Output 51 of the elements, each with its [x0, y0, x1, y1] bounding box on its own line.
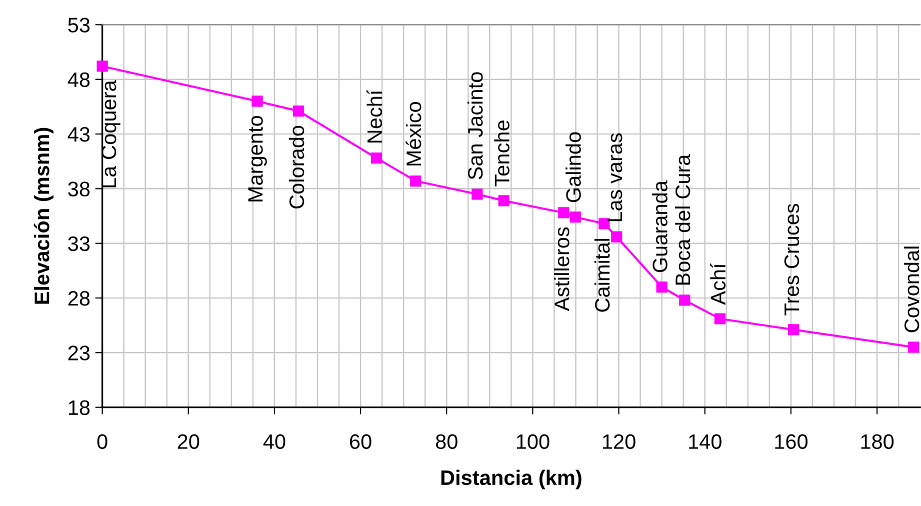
annotation: San Jacinto	[467, 72, 483, 180]
x-tick-label: 160	[775, 434, 808, 449]
x-tick-label: 140	[689, 434, 722, 449]
annotation: Margento	[248, 116, 267, 202]
x-tick-label: 20	[178, 434, 200, 449]
annotation: México	[406, 102, 422, 166]
annotation: Astilleros	[554, 227, 570, 312]
x-tick-label: 100	[516, 434, 550, 449]
y-tick-label: 53	[68, 18, 90, 32]
point	[570, 212, 581, 223]
point	[370, 152, 382, 164]
annotation: Guaranda	[652, 180, 668, 272]
x-tick-label: 80	[436, 434, 458, 449]
y-tick-label: 18	[68, 400, 90, 416]
point	[611, 231, 622, 242]
point	[498, 195, 510, 206]
annotation: Galindo	[566, 132, 581, 202]
point	[252, 96, 263, 107]
x-tick-label: 180	[861, 434, 894, 449]
annotation: Tenche	[494, 120, 510, 186]
annotation: Colorado	[288, 126, 304, 208]
point	[908, 342, 920, 353]
point	[788, 324, 800, 336]
y-axis-title: Elevación (msnm)	[34, 128, 54, 304]
annotation: Boca del Cura	[674, 154, 690, 285]
annotation: Tres Cruces	[784, 204, 800, 316]
annotation: Achí	[710, 263, 726, 305]
x-axis-title: Distancia (km)	[441, 470, 582, 490]
y-tick-label: 28	[68, 290, 90, 306]
annotation: Caimital	[594, 238, 610, 312]
point	[472, 188, 483, 200]
x-tick-label: 120	[603, 434, 636, 449]
x-tick-label: 0	[97, 434, 108, 449]
annotation: La Coquera	[101, 80, 120, 188]
y-tick-label: 48	[68, 72, 90, 88]
y-tick-label: 38	[68, 182, 90, 196]
point	[656, 282, 668, 293]
point	[714, 313, 726, 324]
annotation: Nechí	[366, 90, 382, 142]
point	[410, 175, 422, 187]
y-tick-label: 33	[68, 236, 90, 252]
point	[96, 60, 108, 72]
annotation: Las varas	[608, 133, 622, 222]
point	[679, 294, 690, 306]
y-tick-label: 43	[68, 127, 90, 142]
point	[558, 207, 570, 218]
y-tick-label: 23	[68, 346, 90, 360]
point	[293, 106, 304, 117]
x-tick-label: 40	[263, 434, 286, 449]
x-tick-label: 60	[350, 434, 372, 449]
annotation: Covondal	[904, 246, 920, 332]
